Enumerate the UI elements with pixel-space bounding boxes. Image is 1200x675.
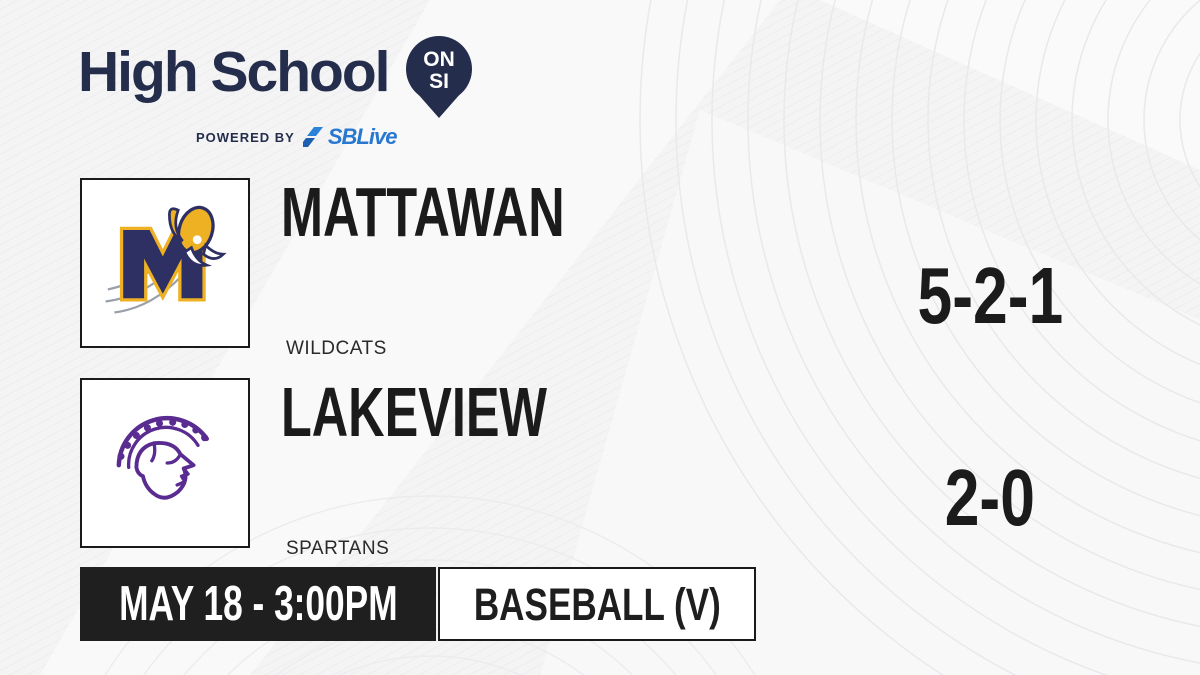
game-sport-box: BASEBALL (V) bbox=[438, 567, 756, 641]
lakeview-spartans-head-logo bbox=[116, 416, 209, 500]
team2-logo-box bbox=[80, 378, 250, 548]
team2-name: LAKEVIEW bbox=[281, 373, 548, 451]
sblive-icon bbox=[302, 127, 323, 147]
team1-mascot: WILDCATS bbox=[286, 338, 387, 359]
brand-title: High School bbox=[78, 40, 390, 104]
mattawan-wildcats-claw-m-logo bbox=[105, 205, 227, 314]
team1-name: MATTAWAN bbox=[281, 173, 565, 251]
brand-header: High School ON SI POWERED BY SBLive bbox=[78, 36, 476, 148]
game-sport: BASEBALL (V) bbox=[473, 578, 721, 630]
game-datetime: MAY 18 - 3:00PM bbox=[118, 576, 398, 631]
sblive-logo: SBLive bbox=[302, 124, 398, 149]
pin-text-si: SI bbox=[430, 70, 450, 93]
pin-text-on: ON bbox=[424, 48, 456, 71]
powered-by-label: POWERED BY bbox=[196, 129, 295, 145]
team2-mascot: SPARTANS bbox=[286, 538, 390, 559]
powered-by-row: POWERED BY SBLive bbox=[196, 126, 476, 148]
team2-record: 2-0 bbox=[944, 453, 1036, 542]
game-datetime-box: MAY 18 - 3:00PM bbox=[80, 567, 436, 641]
on-si-pin-icon: ON SI bbox=[406, 36, 473, 118]
sblive-wordmark: SBLive bbox=[327, 124, 398, 149]
team1-logo-box bbox=[80, 178, 250, 348]
team1-record: 5-2-1 bbox=[917, 251, 1063, 340]
